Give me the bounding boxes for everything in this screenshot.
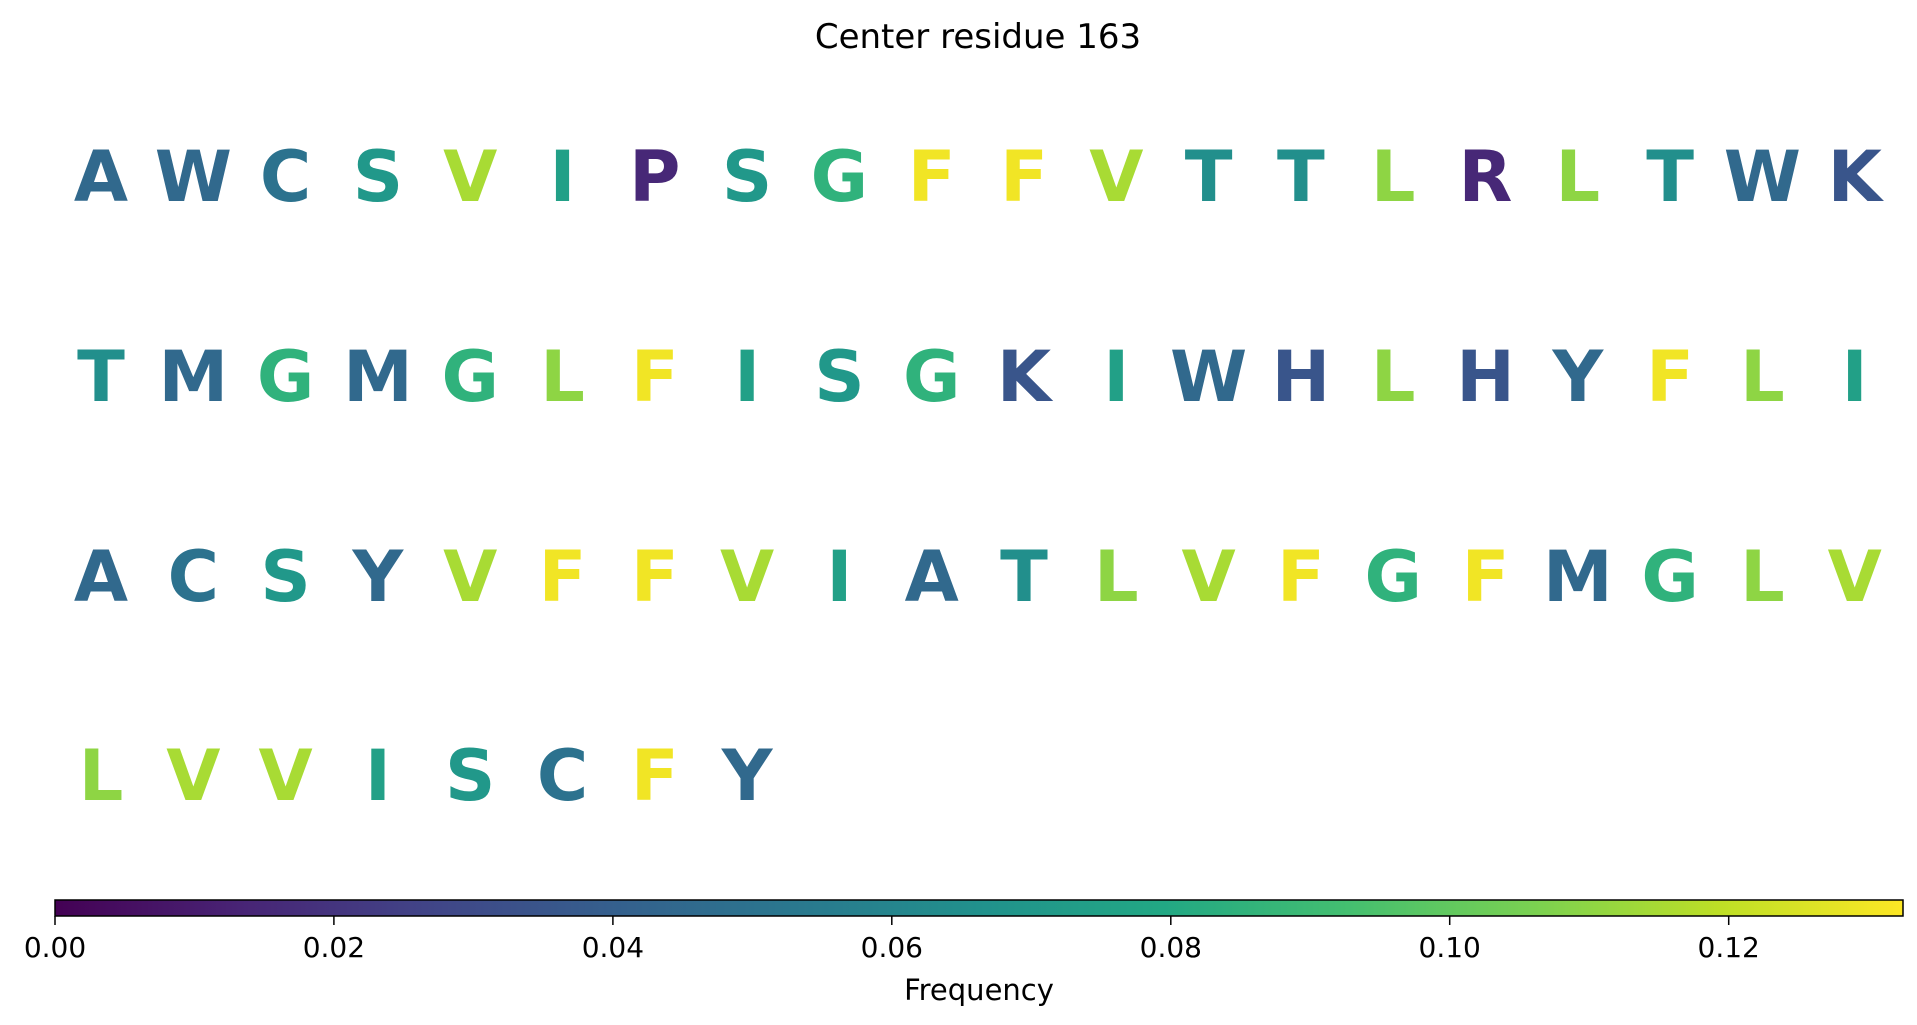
residue-letter: F <box>631 735 679 817</box>
residue-letter: T <box>1000 536 1048 618</box>
residue-letter: V <box>1828 536 1882 618</box>
residue-letter: H <box>1272 336 1331 418</box>
colorbar-ticks: 0.00 0.02 0.04 0.06 0.08 0.10 0.12 <box>24 916 1760 964</box>
residue-letter: L <box>1371 336 1416 418</box>
residue-letter: L <box>1740 536 1785 618</box>
residue-letter: Y <box>721 735 774 817</box>
residue-letter: M <box>1543 536 1613 618</box>
residue-letter: T <box>1185 136 1233 218</box>
chart-title: Center residue 163 <box>815 17 1141 57</box>
residue-letter: H <box>1456 336 1515 418</box>
residue-letter: S <box>260 536 310 618</box>
residue-letter: K <box>997 336 1054 418</box>
residue-letter: F <box>631 336 679 418</box>
residue-letter: V <box>443 136 497 218</box>
residue-letter: F <box>1646 336 1694 418</box>
residue-letter: I <box>826 536 852 618</box>
residue-letter: Y <box>1551 336 1604 418</box>
residue-letter: L <box>540 336 585 418</box>
residue-letter: S <box>722 136 772 218</box>
residue-letter: W <box>1170 336 1247 418</box>
residue-letter: T <box>77 336 125 418</box>
colorbar-tick-label: 0.02 <box>303 931 365 964</box>
residue-letter: I <box>1842 336 1868 418</box>
residue-letter: A <box>74 136 128 218</box>
residue-letter: G <box>903 336 960 418</box>
residue-letter: C <box>260 136 311 218</box>
residue-letter: G <box>1364 536 1421 618</box>
residue-letter: S <box>353 136 403 218</box>
residue-letter: M <box>158 336 228 418</box>
residue-letter: F <box>1277 536 1325 618</box>
residue-letter: V <box>443 536 497 618</box>
colorbar: 0.00 0.02 0.04 0.06 0.08 0.10 0.12 Frequency <box>24 899 1904 1007</box>
residue-letter: L <box>79 735 124 817</box>
residue-letter: F <box>1000 136 1048 218</box>
residue-letter: G <box>257 336 314 418</box>
residue-letter: A <box>74 536 128 618</box>
residue-letter: L <box>1094 536 1139 618</box>
residue-letter: S <box>445 735 495 817</box>
residue-letter: V <box>166 735 220 817</box>
residue-letter: C <box>168 536 219 618</box>
residue-letter: M <box>343 336 413 418</box>
residue-letter: G <box>1641 536 1698 618</box>
colorbar-tick-label: 0.00 <box>24 931 86 964</box>
residue-letter: I <box>549 136 575 218</box>
residue-letter: L <box>1740 336 1785 418</box>
residue-letter: T <box>1646 136 1694 218</box>
residue-letter: I <box>1103 336 1129 418</box>
residue-letter: V <box>720 536 774 618</box>
residue-letter: W <box>1724 136 1801 218</box>
residue-letter: V <box>259 735 313 817</box>
residue-letter: F <box>908 136 956 218</box>
colorbar-tick-label: 0.04 <box>582 931 644 964</box>
colorbar-tick-label: 0.06 <box>861 931 923 964</box>
colorbar-tick-label: 0.08 <box>1140 931 1202 964</box>
residue-grid: A W C S V I P S G F F V T T L R L T W KT M G M G L F I S G K I W H L H Y F L I… <box>74 136 1885 817</box>
colorbar-tick-label: 0.10 <box>1419 931 1481 964</box>
residue-letter: L <box>1555 136 1600 218</box>
residue-letter: W <box>155 136 232 218</box>
residue-letter: V <box>1089 136 1143 218</box>
residue-letter: I <box>734 336 760 418</box>
residue-letter: G <box>811 136 868 218</box>
colorbar-gradient-bar <box>54 899 1904 917</box>
residue-letter: A <box>905 536 959 618</box>
residue-letter: L <box>1371 136 1416 218</box>
colorbar-tick-label: 0.12 <box>1698 931 1760 964</box>
residue-letter: C <box>537 735 588 817</box>
residue-letter: S <box>814 336 864 418</box>
residue-letter: F <box>1462 536 1510 618</box>
residue-letter: G <box>441 336 498 418</box>
residue-letter: K <box>1828 136 1885 218</box>
residue-letter: V <box>1182 536 1236 618</box>
residue-letter: R <box>1459 136 1513 218</box>
residue-letter: Y <box>352 536 405 618</box>
residue-letter: F <box>631 536 679 618</box>
residue-letter: I <box>365 735 391 817</box>
residue-letter: T <box>1277 136 1325 218</box>
residue-letter: P <box>629 136 680 218</box>
residue-letter: F <box>539 536 587 618</box>
colorbar-label: Frequency <box>904 973 1054 1007</box>
